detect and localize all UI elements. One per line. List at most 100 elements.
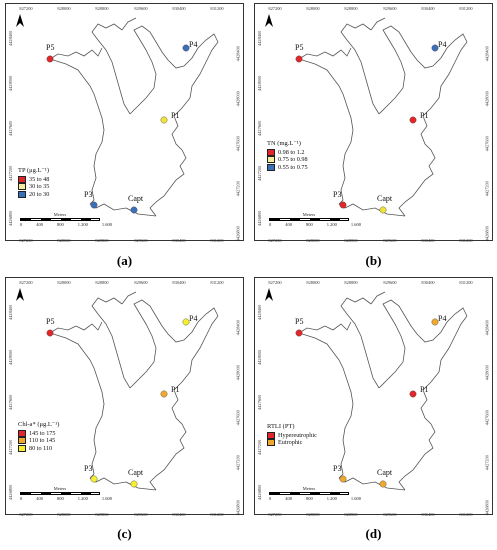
y-tick-label: 4426800 [257, 484, 262, 500]
site-marker-p3 [339, 201, 347, 209]
y-tick-label: 4427600 [257, 120, 262, 136]
site-label-p1: P1 [171, 385, 179, 394]
site-label-p4: P4 [438, 314, 446, 323]
x-tick-label: 830400 [172, 512, 186, 517]
legend-label: 80 to 110 [29, 444, 53, 452]
y-tick-label: 4428000 [484, 91, 489, 107]
legend-item: 80 to 110 [18, 445, 59, 453]
y-tick-label: 4427600 [257, 394, 262, 410]
x-tick-label: 828800 [344, 6, 358, 11]
legend-label: 0.98 to 1.2 [278, 148, 305, 156]
site-marker-p3 [90, 475, 98, 483]
legend-item: 0.98 to 1.2 [267, 149, 308, 157]
site-label-p3: P3 [333, 190, 341, 199]
x-tick-label: 828800 [95, 6, 109, 11]
x-tick-label: 830400 [172, 280, 186, 285]
x-tick-label: 830400 [172, 238, 186, 243]
site-label-p3: P3 [84, 190, 92, 199]
site-label-p5: P5 [46, 317, 54, 326]
site-marker-p4 [431, 318, 439, 326]
legend-title: TN (mg.L⁻¹) [267, 140, 301, 147]
legend-label: 145 to 175 [29, 429, 56, 437]
y-tick-label: 4428000 [257, 349, 262, 365]
map-frame: P5 P4 P1 P3 Capt TP (μg.L⁻¹) 35 to 48 30 to 3… [5, 3, 244, 243]
scale-tick: 1.200 [77, 222, 88, 227]
y-tick-label: 4428400 [257, 30, 262, 46]
x-tick-label: 828000 [306, 6, 320, 11]
scale-tick: 0 [20, 496, 23, 501]
x-tick-label: 828800 [344, 512, 358, 517]
y-tick-label: 4427600 [484, 136, 489, 152]
legend-item: 30 to 35 [18, 183, 49, 191]
y-tick-label: 4428000 [484, 365, 489, 381]
scale-tick: 1.200 [77, 496, 88, 501]
sites-layer: P5 P4 P1 P3 Capt [295, 314, 446, 488]
scale-tick: 800 [306, 496, 313, 501]
site-marker-capt [379, 480, 387, 488]
x-tick-label: 831200 [210, 238, 224, 243]
legend-label: 0.75 to 0.98 [278, 156, 308, 164]
site-label-p1: P1 [420, 111, 428, 120]
x-tick-label: 827200 [268, 238, 282, 243]
x-tick-label: 829600 [383, 238, 397, 243]
site-marker-p4 [431, 44, 439, 52]
legend-item: 20 to 30 [18, 191, 49, 199]
y-tick-label: 4428400 [235, 46, 240, 62]
site-marker-capt [130, 480, 138, 488]
x-tick-label: 828000 [306, 512, 320, 517]
legend-item: 0.55 to 0.75 [267, 164, 308, 172]
y-tick-label: 4427200 [484, 181, 489, 197]
x-tick-label: 828000 [57, 238, 71, 243]
legend: TN (mg.L⁻¹) 0.98 to 1.2 0.75 to 0.98 0.55 … [267, 140, 308, 172]
panel-caption: (a) [116, 253, 133, 268]
scale-tick: 0 [269, 222, 272, 227]
legend-swatch [267, 156, 275, 164]
scale-tick: 1.600 [101, 222, 112, 227]
scale-tick: 0 [269, 496, 272, 501]
y-tick-label: 4428000 [257, 75, 262, 91]
y-tick-label: 4428000 [235, 91, 240, 107]
x-tick-label: 827200 [268, 512, 282, 517]
sites-layer: P5 P4 P1 P3 Capt [46, 314, 197, 488]
scale-bar: Meters 0 400 800 1.200 1.600 [269, 486, 361, 501]
y-tick-label: 4427600 [235, 136, 240, 152]
x-tick-label: 829600 [383, 280, 397, 285]
x-tick-label: 829600 [134, 238, 148, 243]
y-tick-label: 4426800 [235, 226, 240, 242]
x-tick-label: 831200 [459, 280, 473, 285]
map-panel-c: P5 P4 P1 P3 Capt Chl-a* (μg.L⁻¹) 145 to 175 1… [5, 277, 244, 541]
x-tick-label: 830400 [172, 6, 186, 11]
y-tick-label: 4428000 [235, 365, 240, 381]
x-tick-label: 830400 [421, 6, 435, 11]
x-tick-label: 831200 [210, 280, 224, 285]
x-tick-label: 829600 [134, 280, 148, 285]
legend-swatch [18, 183, 26, 191]
x-tick-label: 829600 [383, 6, 397, 11]
legend-item: Hypereutrophic [267, 432, 317, 440]
y-tick-label: 4427200 [8, 439, 13, 455]
site-marker-p5 [46, 329, 54, 337]
x-tick-label: 828000 [57, 6, 71, 11]
site-marker-p1 [160, 390, 168, 398]
legend-title: TP (μg.L⁻¹) [18, 167, 50, 174]
x-tick-label: 827200 [19, 512, 33, 517]
legend-title: RTLI (PT) [267, 423, 295, 430]
y-tick-label: 4427200 [257, 165, 262, 181]
y-tick-label: 4428400 [235, 320, 240, 336]
scale-tick: 400 [285, 222, 292, 227]
legend-label: Hypereutrophic [278, 431, 317, 439]
scale-label: Meters [302, 212, 316, 217]
legend-label: 110 to 145 [29, 437, 56, 445]
legend-swatch [267, 164, 275, 172]
scale-bar: Meters 0 400 800 1.200 1.600 [20, 486, 112, 501]
x-tick-label: 831200 [459, 6, 473, 11]
legend-item: 110 to 145 [18, 437, 59, 445]
site-label-p1: P1 [420, 385, 428, 394]
site-label-p5: P5 [46, 43, 54, 52]
scale-tick: 800 [306, 222, 313, 227]
x-tick-label: 828800 [95, 238, 109, 243]
x-tick-label: 828800 [344, 238, 358, 243]
map-frame: P5 P4 P1 P3 Capt TN (mg.L⁻¹) 0.98 to 1.2 0.75… [254, 3, 493, 243]
site-marker-p4 [182, 318, 190, 326]
site-label-p5: P5 [295, 43, 303, 52]
